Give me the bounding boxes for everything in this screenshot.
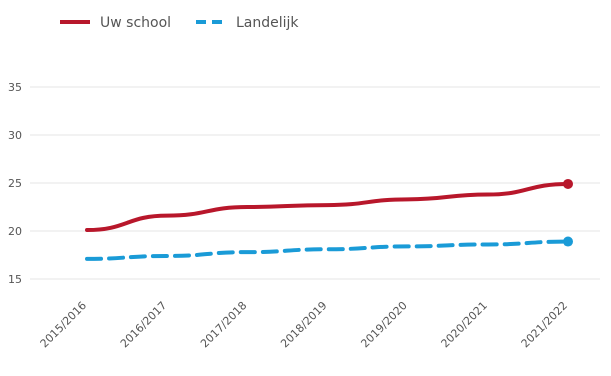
y-tick-label-25: 25: [8, 177, 22, 190]
x-tick-label-2020-2021: 2020/2021: [439, 299, 490, 350]
x-tick-label-2016-2017: 2016/2017: [118, 299, 169, 350]
series-endpoint-uw-school: [563, 178, 573, 189]
x-axis-ticks: 2015/2016 2016/2017 2017/2018 2018/2019 2019…: [38, 299, 570, 350]
y-axis-ticks: 15 20 25 30 35: [8, 81, 22, 286]
x-tick-label-2021-2022: 2021/2022: [519, 299, 570, 350]
y-tick-label-35: 35: [8, 81, 22, 94]
legend: Uw school Landelijk: [60, 15, 299, 31]
y-tick-label-20: 20: [8, 225, 22, 238]
x-tick-label-2019-2020: 2019/2020: [358, 299, 409, 350]
x-tick-label-2017-2018: 2017/2018: [198, 299, 249, 350]
grid: [30, 86, 600, 280]
legend-label-landelijk: Landelijk: [236, 15, 299, 31]
y-tick-label-15: 15: [8, 273, 22, 286]
y-tick-label-30: 30: [8, 129, 22, 142]
series-line-uw-school: [85, 181, 570, 233]
x-tick-label-2015-2016: 2015/2016: [38, 299, 89, 350]
x-tick-label-2018-2019: 2018/2019: [278, 299, 329, 350]
series-line-landelijk: [85, 239, 570, 261]
legend-label-uw-school: Uw school: [100, 15, 171, 31]
series-endpoint-landelijk: [563, 236, 573, 247]
series-layer: [85, 178, 573, 261]
